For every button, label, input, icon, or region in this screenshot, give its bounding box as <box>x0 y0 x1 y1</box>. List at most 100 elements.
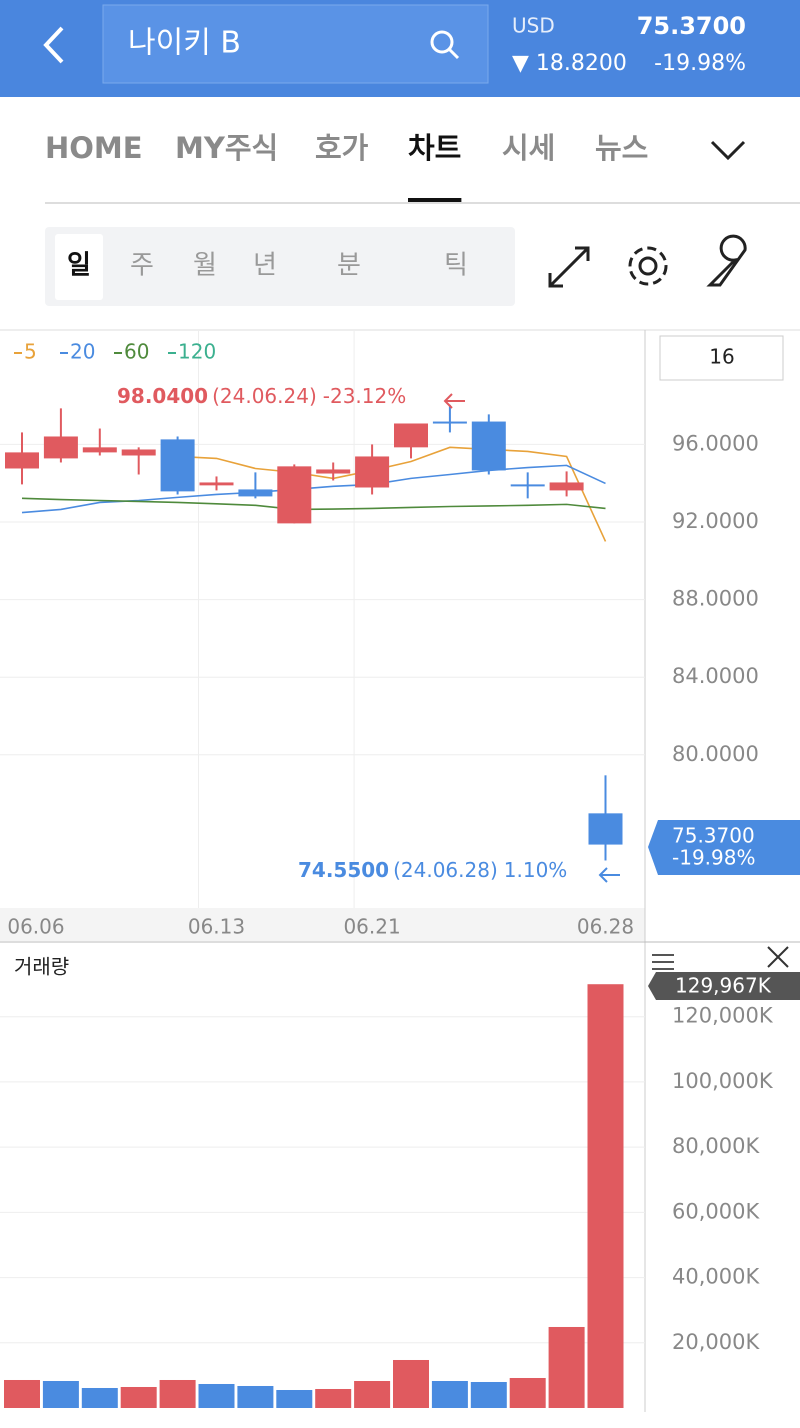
volume-bar <box>509 1377 546 1408</box>
volume-bar <box>120 1386 157 1408</box>
charts: 96.0000 92.0000 88.0000 84.0000 80.0000 06.06… <box>0 330 800 1408</box>
tab[interactable]: 뉴스 <box>595 131 648 165</box>
period[interactable]: 틱 <box>444 251 468 281</box>
annotation-pct: -23.12% <box>323 384 406 408</box>
volume-bar <box>548 1326 585 1408</box>
volume-tag-label: 129,967K <box>675 974 772 998</box>
annotation-arrow <box>443 393 465 409</box>
candle-body <box>43 436 78 459</box>
close-icon[interactable] <box>767 946 789 968</box>
y-tick-label: 40,000K <box>672 1265 760 1289</box>
period-active <box>55 234 103 300</box>
volume-bar <box>81 1387 118 1408</box>
menu-icon[interactable] <box>652 954 674 970</box>
tab[interactable]: HOME <box>45 131 143 165</box>
legend-label: 60 <box>124 340 149 364</box>
date-strip <box>0 908 645 941</box>
tab[interactable]: 시세 <box>502 131 555 165</box>
volume-bar <box>159 1379 196 1408</box>
annotation: 98.0400 (24.06.24) -23.12% <box>117 384 406 408</box>
candle-body <box>549 482 584 491</box>
candle-body <box>355 456 390 488</box>
candle-body <box>316 469 351 474</box>
volume-bar <box>4 1379 40 1408</box>
candle-body <box>121 449 156 456</box>
change-pct: -19.98% <box>654 51 746 76</box>
volume-bar <box>198 1383 235 1408</box>
candle-body <box>199 482 234 486</box>
y-tick-label: 60,000K <box>672 1199 760 1223</box>
y-tick-label: 84.0000 <box>672 664 759 688</box>
back-button[interactable] <box>43 26 64 64</box>
legend-label: 5 <box>24 340 37 364</box>
x-tick-label: 06.13 <box>188 915 245 939</box>
volume-bar <box>42 1380 79 1408</box>
search-box[interactable] <box>102 4 489 84</box>
legend-label: 120 <box>178 340 216 364</box>
x-tick-label: 06.21 <box>343 915 400 939</box>
y-tick-label: 80.0000 <box>672 742 759 766</box>
candle-body <box>82 447 117 453</box>
annotation-date: (24.06.28) <box>393 858 498 882</box>
period[interactable]: 분 <box>337 251 361 281</box>
annotation-pct: 1.10% <box>504 858 568 882</box>
volume-bar <box>237 1385 274 1408</box>
candle-body <box>394 423 428 448</box>
period[interactable]: 일 <box>67 251 91 281</box>
ma-line <box>177 446 607 542</box>
change: ▼ 18.8200 <box>512 51 627 76</box>
period[interactable]: 월 <box>193 251 217 281</box>
volume-bar <box>431 1380 468 1408</box>
count-box[interactable] <box>659 335 784 381</box>
x-tick-label: 06.28 <box>577 915 634 939</box>
volume-tag <box>648 972 800 1000</box>
tab[interactable]: MY주식 <box>175 131 278 165</box>
y-tick-label: 100,000K <box>672 1069 774 1093</box>
expand-icon[interactable] <box>548 246 590 288</box>
y-tick-label: 80,000K <box>672 1134 760 1158</box>
period-box <box>45 227 515 306</box>
price-tag-value: 75.3700 <box>672 824 755 848</box>
y-tick-label: 120,000K <box>672 1004 774 1028</box>
search-icon <box>447 47 460 60</box>
settings-icon <box>638 256 658 276</box>
tabs: HOME MY주식 호가 차트 시세 뉴스 <box>45 131 648 203</box>
y-tick-label: 20,000K <box>672 1330 760 1354</box>
legend-label: 20 <box>70 340 95 364</box>
y-tick-label: 96.0000 <box>672 431 759 455</box>
price: 75.3700 <box>637 12 746 40</box>
annotation: 74.5500 (24.06.28) 1.10% <box>298 858 567 882</box>
currency: USD <box>512 14 555 38</box>
annotation-value: 74.5500 <box>298 858 389 882</box>
period[interactable]: 주 <box>130 251 154 281</box>
candle-body <box>432 421 467 424</box>
period[interactable]: 년 <box>253 251 277 281</box>
tool-icon[interactable] <box>706 234 747 287</box>
candle-body <box>5 452 39 469</box>
count: 16 <box>709 345 734 369</box>
price-tag-pct: -19.98% <box>672 846 755 870</box>
candle-body <box>510 484 545 487</box>
settings-icon[interactable] <box>628 246 668 286</box>
y-tick-label: 92.0000 <box>672 509 759 533</box>
annotation-value: 98.0400 <box>117 384 208 408</box>
ma-line <box>21 497 606 511</box>
stock-name: 나이키 B <box>128 26 241 61</box>
chart-title: 거래량 <box>14 955 69 979</box>
volume-bar <box>315 1388 352 1408</box>
more-tabs[interactable] <box>710 140 746 161</box>
volume-bar <box>587 984 624 1408</box>
y-tick-label: 88.0000 <box>672 587 759 611</box>
volume-bar <box>470 1381 507 1408</box>
search-icon[interactable] <box>430 30 454 54</box>
tab[interactable]: 호가 <box>315 131 369 165</box>
volume-bar <box>393 1359 429 1408</box>
volume-bar <box>276 1389 313 1408</box>
annotation-arrow <box>598 867 620 883</box>
tab[interactable]: 차트 <box>408 131 461 165</box>
annotation-date: (24.06.24) <box>212 384 317 408</box>
x-tick-label: 06.06 <box>7 915 64 939</box>
